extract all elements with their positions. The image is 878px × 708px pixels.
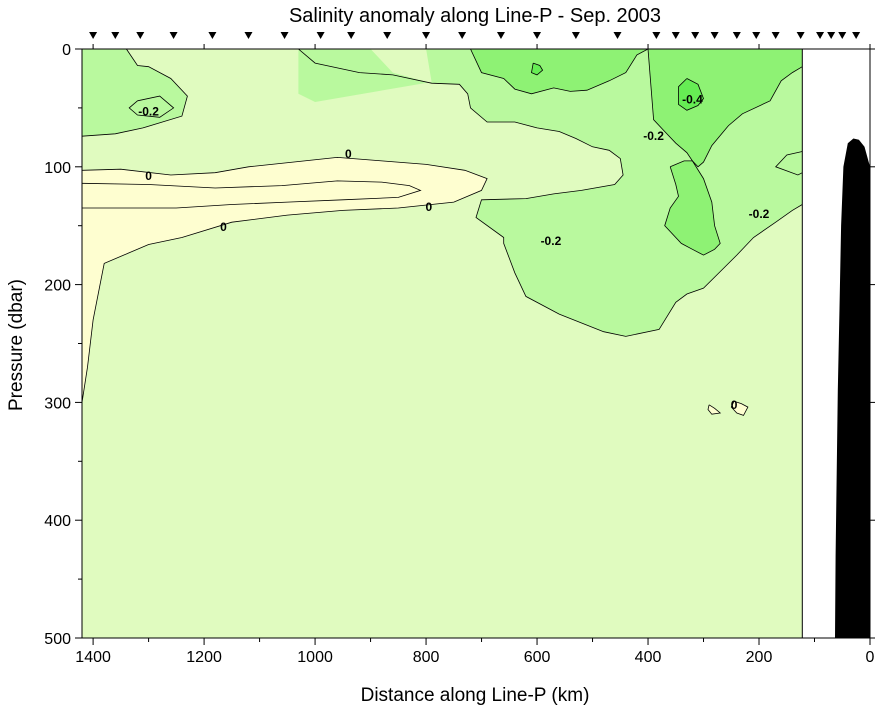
y-tick-label: 100	[44, 160, 71, 177]
station-marker	[496, 32, 505, 39]
contour-line	[470, 49, 649, 95]
contour-label: 0	[345, 147, 352, 161]
contour-region-minus_0_2	[82, 49, 188, 137]
station-marker	[533, 32, 542, 39]
contour-line	[774, 151, 803, 176]
y-tick-label: 400	[44, 513, 71, 530]
contour-line	[82, 180, 422, 209]
y-axis-title: Pressure (dbar)	[6, 279, 27, 411]
station-marker	[796, 32, 805, 39]
station-marker	[383, 32, 392, 39]
x-axis-title: Distance along Line-P (km)	[361, 685, 590, 706]
contour-line	[82, 156, 488, 403]
station-marker	[613, 32, 622, 39]
station-marker	[691, 32, 700, 39]
contour-region-minus_0_4	[470, 49, 648, 94]
contour-label: -0.2	[138, 104, 159, 118]
station-marker	[136, 32, 145, 39]
contour-line	[664, 160, 721, 256]
station-marker	[816, 32, 825, 39]
x-tick-label: 1400	[75, 649, 111, 666]
y-tick-label: 200	[44, 278, 71, 295]
x-tick-label: 800	[413, 649, 440, 666]
chart-title: Salinity anomaly along Line-P - Sep. 200…	[289, 5, 661, 27]
contour-label: -0.2	[749, 207, 770, 221]
contour-region-minus_0_4	[664, 160, 721, 256]
station-marker	[347, 32, 356, 39]
station-marker	[571, 32, 580, 39]
station-marker	[208, 32, 217, 39]
contour-region-positive	[731, 401, 748, 416]
contour-line	[647, 49, 803, 168]
contour-line	[730, 400, 749, 416]
contour-line	[82, 49, 188, 137]
y-tick-label: 300	[44, 395, 71, 412]
contour-label: 0	[220, 220, 227, 234]
contour-line	[707, 404, 722, 415]
y-tick-label: 0	[62, 42, 71, 59]
contour-line	[678, 78, 704, 111]
contour-label: -0.2	[541, 234, 562, 248]
contour-line	[298, 49, 803, 337]
x-tick-label: 1200	[186, 649, 222, 666]
contour-label: -0.4	[682, 93, 703, 107]
contour-line	[128, 95, 175, 118]
station-marker	[458, 32, 467, 39]
contour-label: 0	[425, 200, 432, 214]
station-marker	[771, 32, 780, 39]
x-tick-label: 600	[524, 649, 551, 666]
station-marker	[89, 32, 98, 39]
x-tick-label: 1000	[297, 649, 333, 666]
station-marker	[710, 32, 719, 39]
x-tick-label: 400	[635, 649, 662, 666]
station-marker	[852, 32, 861, 39]
station-marker	[732, 32, 741, 39]
contour-lines	[82, 49, 803, 416]
contour-region-positive	[82, 157, 488, 403]
station-marker	[652, 32, 661, 39]
station-marker	[422, 32, 431, 39]
contour-region-minus_0_6	[678, 78, 704, 111]
bathymetry-shape	[835, 138, 870, 638]
contour-label: 0	[731, 398, 738, 412]
contour-label: -0.2	[643, 129, 664, 143]
station-marker	[169, 32, 178, 39]
y-tick-label: 500	[44, 631, 71, 648]
station-marker	[280, 32, 289, 39]
contour-label: 0	[145, 169, 152, 183]
contour-region-positive	[708, 404, 721, 415]
x-tick-label: 200	[746, 649, 773, 666]
contour-line	[531, 62, 544, 76]
station-marker	[838, 32, 847, 39]
x-tick-label: 0	[866, 649, 875, 666]
station-marker	[752, 32, 761, 39]
station-marker	[316, 32, 325, 39]
station-marker	[671, 32, 680, 39]
station-marker	[111, 32, 120, 39]
station-marker	[244, 32, 253, 39]
station-marker	[827, 32, 836, 39]
